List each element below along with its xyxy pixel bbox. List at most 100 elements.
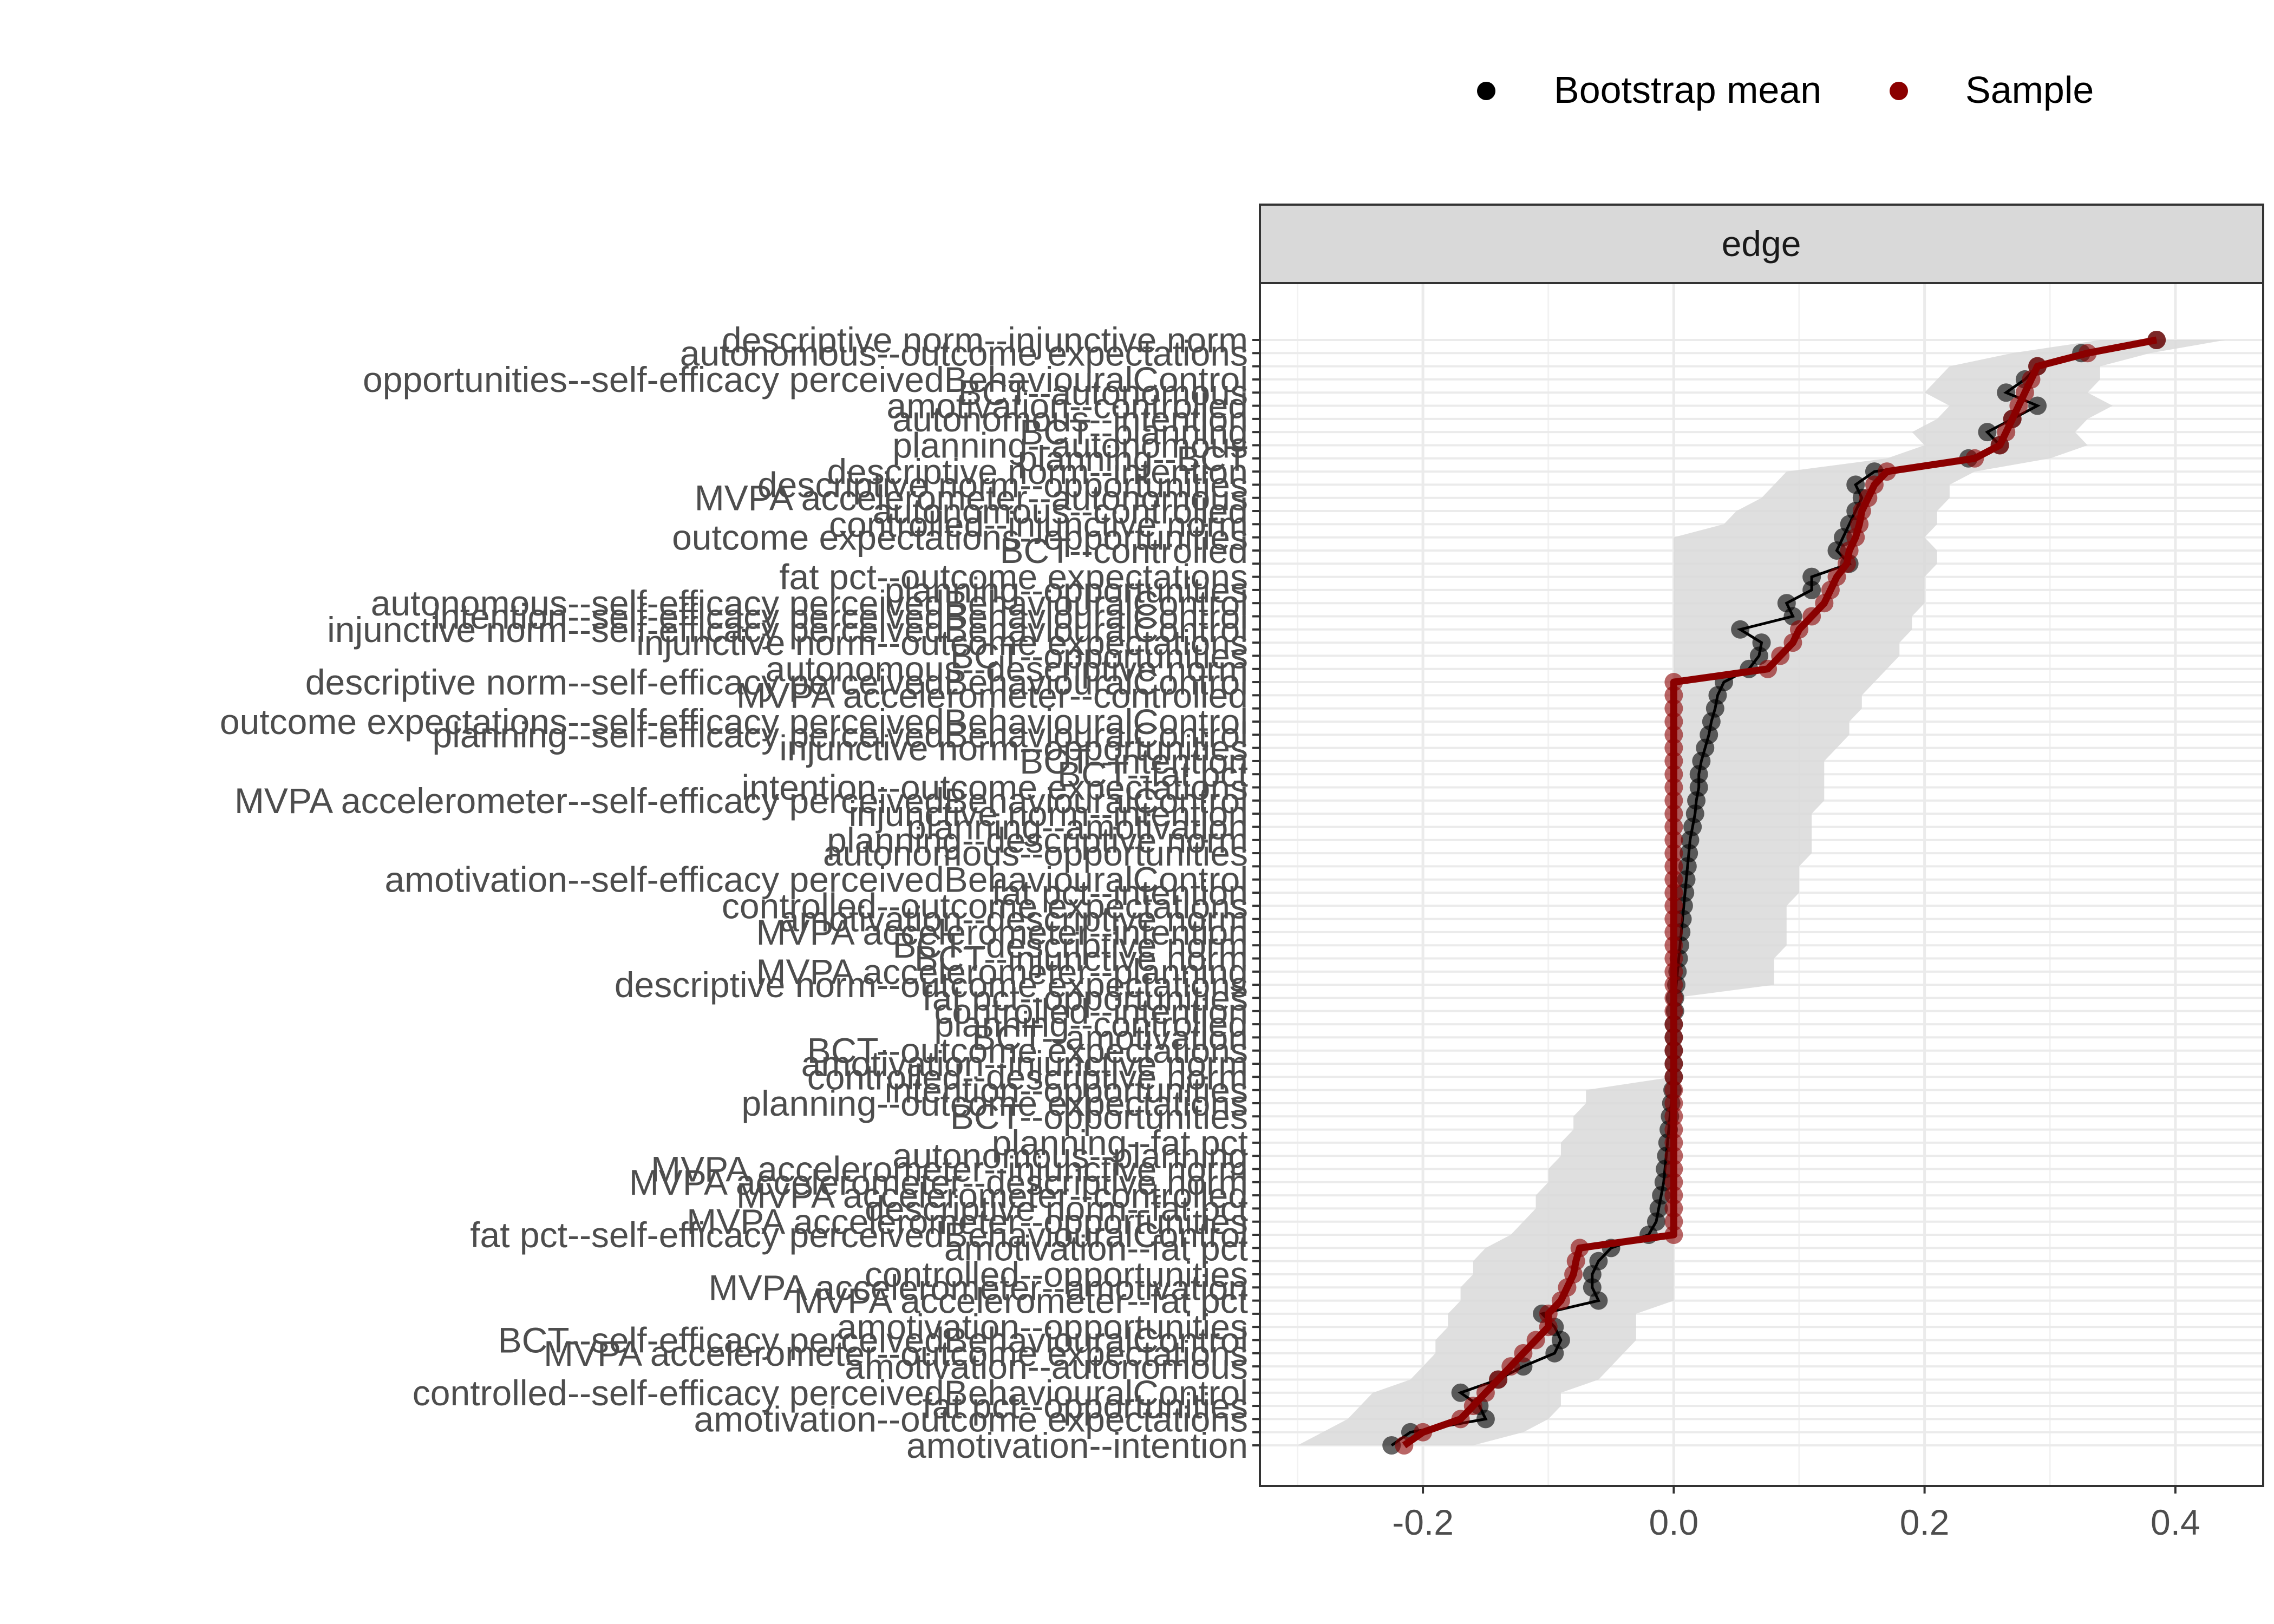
sample-point: [1664, 1160, 1683, 1178]
y-tick-label: intention--opportunities: [885, 1070, 1248, 1110]
sample-point: [1664, 1107, 1683, 1126]
sample-point: [1514, 1344, 1533, 1363]
y-tick-label: autonomous--intention: [892, 399, 1248, 439]
sample-point: [1664, 830, 1683, 849]
y-tick-label: planning--descriptive norm: [827, 820, 1248, 860]
sample-point: [1539, 1304, 1558, 1323]
y-tick-label: autonomous--descriptive norm: [766, 649, 1248, 689]
y-tick-label: fat pct--self-efficacy perceivedBehaviou…: [470, 1215, 1248, 1255]
y-tick-label: fat pct--opportunities: [922, 978, 1248, 1018]
y-tick-label: descriptive norm--opportunities: [757, 464, 1248, 505]
y-tick-label: injunctive norm--opportunities: [779, 728, 1248, 768]
y-tick-label: planning--controlled: [934, 1004, 1248, 1044]
y-tick-label: MVPA accelerometer--controlled: [736, 1175, 1248, 1215]
y-tick-label: MVPA accelerometer--controlled: [736, 675, 1248, 715]
y-tick-label: planning--amotivation: [906, 807, 1248, 847]
y-tick-label: autonomous--controlled: [873, 491, 1248, 531]
sample-point: [1664, 738, 1683, 757]
legend: Bootstrap mean Sample: [1477, 69, 2094, 111]
sample-point: [1664, 751, 1683, 770]
y-axis-tick-labels: descriptive norm--injunctive norm autonom…: [220, 320, 1248, 1465]
y-tick-label: MVPA accelerometer--planning: [756, 952, 1248, 992]
y-tick-label: injunctive norm--outcome expectations: [636, 623, 1248, 663]
sample-point: [1526, 1331, 1545, 1350]
sample-point: [1664, 949, 1683, 968]
facet-strip: edge: [1259, 204, 2264, 284]
sample-points: [1395, 331, 2166, 1455]
sample-point: [1664, 1186, 1683, 1205]
sample-point: [1414, 1423, 1433, 1442]
y-tick-label: controlled--outcome expectations: [722, 886, 1248, 926]
legend-sample-swatch: [1890, 82, 1908, 100]
y-tick-label: descriptive norm--intention: [827, 451, 1248, 492]
y-tick-label: injunctive norm--self-efficacy perceived…: [327, 610, 1248, 650]
sample-point: [1664, 922, 1683, 941]
y-tick-label: fat pct--outcome expectations: [779, 557, 1248, 597]
y-tick-label: planning--outcome expectations: [741, 1083, 1248, 1123]
y-tick-label: descriptive norm--injunctive norm: [722, 320, 1248, 360]
sample-point: [1664, 1068, 1683, 1086]
y-tick-label: BCT--amotivation: [972, 1017, 1248, 1057]
y-tick-label: MVPA accelerometer--injunctive norm: [651, 1149, 1248, 1189]
y-tick-label: outcome expectations--opportunities: [672, 518, 1248, 558]
y-tick-label: BCT--autonomous: [958, 372, 1248, 412]
y-tick-label: fat pct--opportunities: [922, 1386, 1248, 1426]
legend-sample-label: Sample: [1965, 69, 2094, 111]
sample-point: [1802, 607, 1821, 626]
sample-point: [1664, 1173, 1683, 1191]
legend-bootstrap-label: Bootstrap mean: [1554, 69, 1821, 111]
sample-point: [1664, 1041, 1683, 1060]
legend-bootstrap-swatch: [1477, 82, 1495, 100]
y-tick-label: controlled--opportunities: [865, 1254, 1248, 1294]
sample-point: [1664, 1001, 1683, 1020]
y-tick-label: BCT--injunctive norm: [914, 939, 1248, 979]
sample-point: [1664, 1199, 1683, 1218]
sample-point: [1965, 449, 1984, 468]
sample-point: [1664, 804, 1683, 823]
bootstrap-mean-point: [1689, 765, 1708, 784]
sample-point: [1463, 1397, 1482, 1416]
sample-point: [1395, 1436, 1414, 1455]
bootstrap-mean-point: [1802, 567, 1821, 586]
y-tick-label: MVPA accelerometer--fat pct: [794, 1281, 1248, 1321]
bootstrap-mean-point: [1451, 1383, 1470, 1402]
sample-point: [1489, 1370, 1508, 1389]
y-tick-label: outcome expectations--self-efficacy perc…: [220, 702, 1248, 742]
bootstrap-mean-point: [2028, 396, 2047, 415]
sample-point: [1476, 1383, 1495, 1402]
sample-point: [1664, 1055, 1683, 1073]
sample-point: [1664, 791, 1683, 810]
y-tick-label: amotivation--autonomous: [845, 1346, 1248, 1386]
sample-point: [1664, 870, 1683, 889]
sample-point: [1815, 594, 1834, 613]
bootstrap-mean-point: [1589, 1291, 1608, 1310]
bootstrap-ci-band: [1297, 340, 2226, 1445]
sample-point: [1664, 1015, 1683, 1034]
y-tick-label: planning--fat pct: [992, 1123, 1248, 1163]
y-tick-label: BCT--descriptive norm: [893, 925, 1249, 965]
sample-point: [1664, 1133, 1683, 1152]
sample-point: [1664, 975, 1683, 994]
y-tick-label: planning--opportunities: [885, 570, 1248, 610]
sample-point: [1501, 1357, 1520, 1376]
y-tick-label: intention--outcome expectations: [741, 768, 1248, 808]
x-tick-label: -0.2: [1392, 1502, 1454, 1542]
y-tick-label: descriptive norm--self-efficacy perceive…: [305, 662, 1248, 702]
sample-point: [1664, 765, 1683, 784]
y-tick-label: MVPA accelerometer--outcome expectations: [544, 1333, 1248, 1373]
y-tick-label: amotivation--intention: [906, 1425, 1248, 1465]
sample-point: [2078, 344, 2097, 363]
sample-point: [2147, 331, 2166, 349]
y-tick-label: autonomous--planning: [892, 1136, 1248, 1176]
x-axis: -0.2 0.0 0.2 0.4: [1392, 1486, 2200, 1542]
sample-point: [1664, 712, 1683, 731]
sample-point: [1664, 962, 1683, 981]
y-tick-label: planning--BCT: [1017, 438, 1248, 479]
sample-point: [1664, 1226, 1683, 1245]
sample-point: [1664, 1212, 1683, 1231]
y-tick-label: planning--autonomous: [892, 425, 1248, 465]
bootstrap-mean-point: [1997, 383, 2016, 402]
y-tick-label: BCT--opportunities: [950, 636, 1248, 676]
sample-point: [1664, 988, 1683, 1007]
